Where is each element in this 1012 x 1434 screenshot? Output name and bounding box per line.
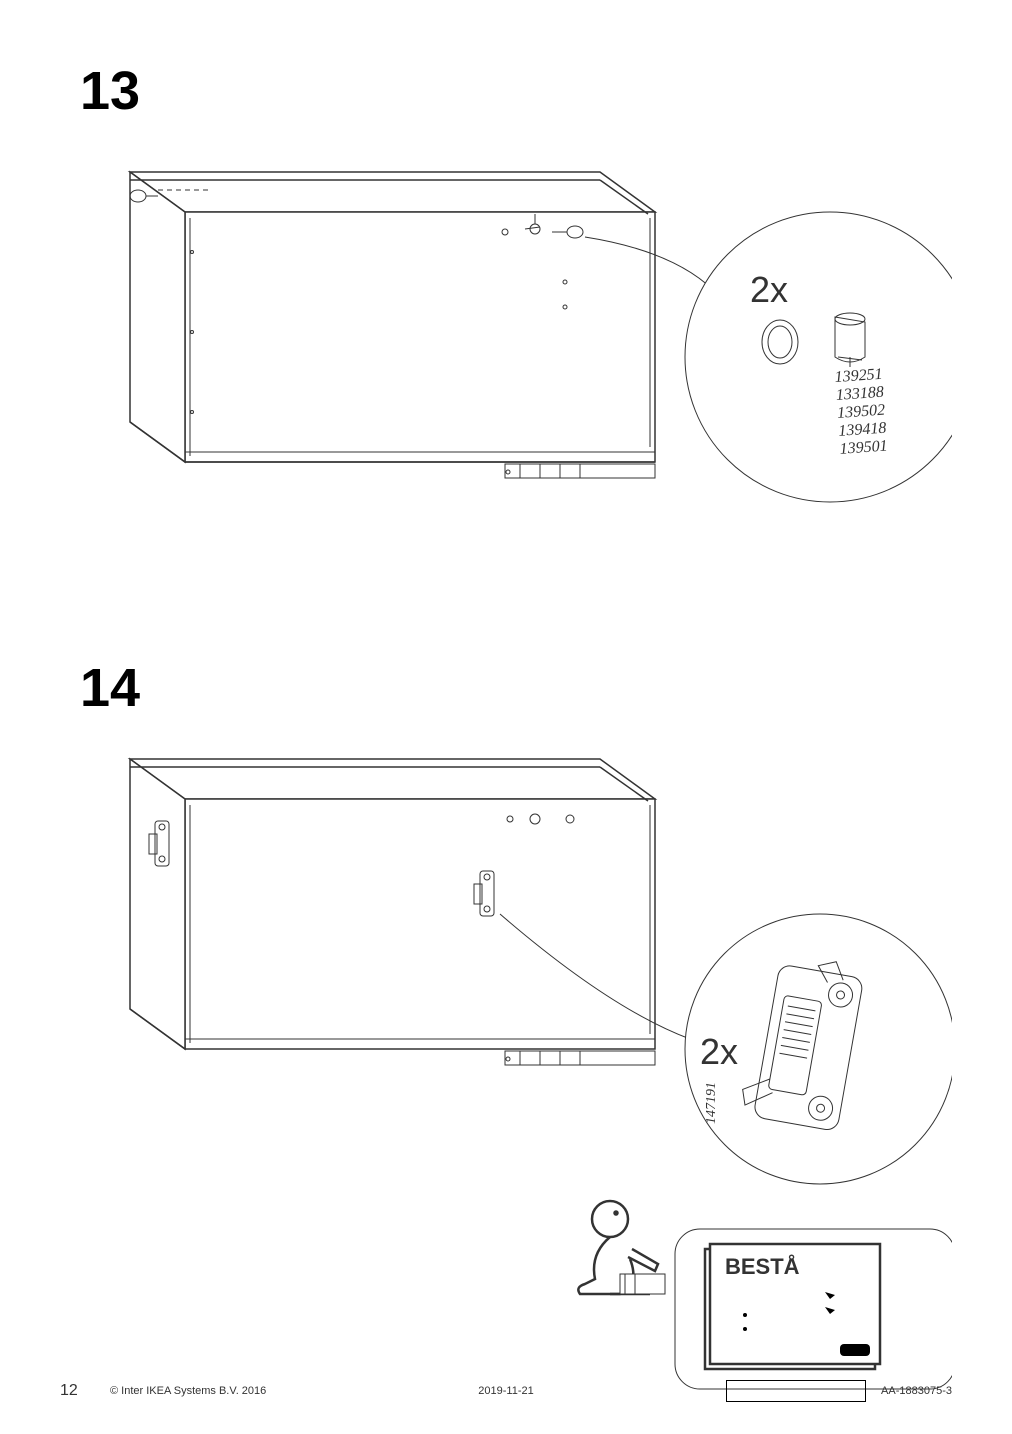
footer-copyright: © Inter IKEA Systems B.V. 2016 bbox=[110, 1385, 726, 1397]
step-13-number: 13 bbox=[80, 60, 952, 122]
part-num-5: 139501 bbox=[839, 438, 888, 458]
part-num-3: 139502 bbox=[837, 402, 886, 422]
step-13-diagram: 2x 139251 133188 139502 139418 139501 bbox=[60, 132, 952, 612]
step-13-block: 13 bbox=[60, 60, 952, 617]
booklet-title: BESTÅ bbox=[725, 1253, 800, 1279]
callout-13-quantity: 2x bbox=[750, 269, 788, 310]
footer-empty-box bbox=[726, 1380, 866, 1402]
step-14-diagram: 2x 147191 bbox=[60, 729, 952, 1429]
step-14-block: 14 bbox=[60, 657, 952, 1434]
part-num-2: 133188 bbox=[835, 384, 884, 404]
footer-date: 2019-11-21 bbox=[478, 1385, 533, 1397]
callout-14-quantity: 2x bbox=[700, 1031, 738, 1072]
page-footer: 12 © Inter IKEA Systems B.V. 2016 2019-1… bbox=[0, 1380, 1012, 1402]
part-num-1: 139251 bbox=[834, 366, 883, 386]
step-14-number: 14 bbox=[80, 657, 952, 719]
callout-14-partnum: 147191 bbox=[704, 1082, 719, 1124]
footer-page-number: 12 bbox=[60, 1382, 90, 1400]
footer-doc-id: AA-1883075-3 bbox=[881, 1385, 952, 1397]
part-num-4: 139418 bbox=[838, 420, 887, 440]
